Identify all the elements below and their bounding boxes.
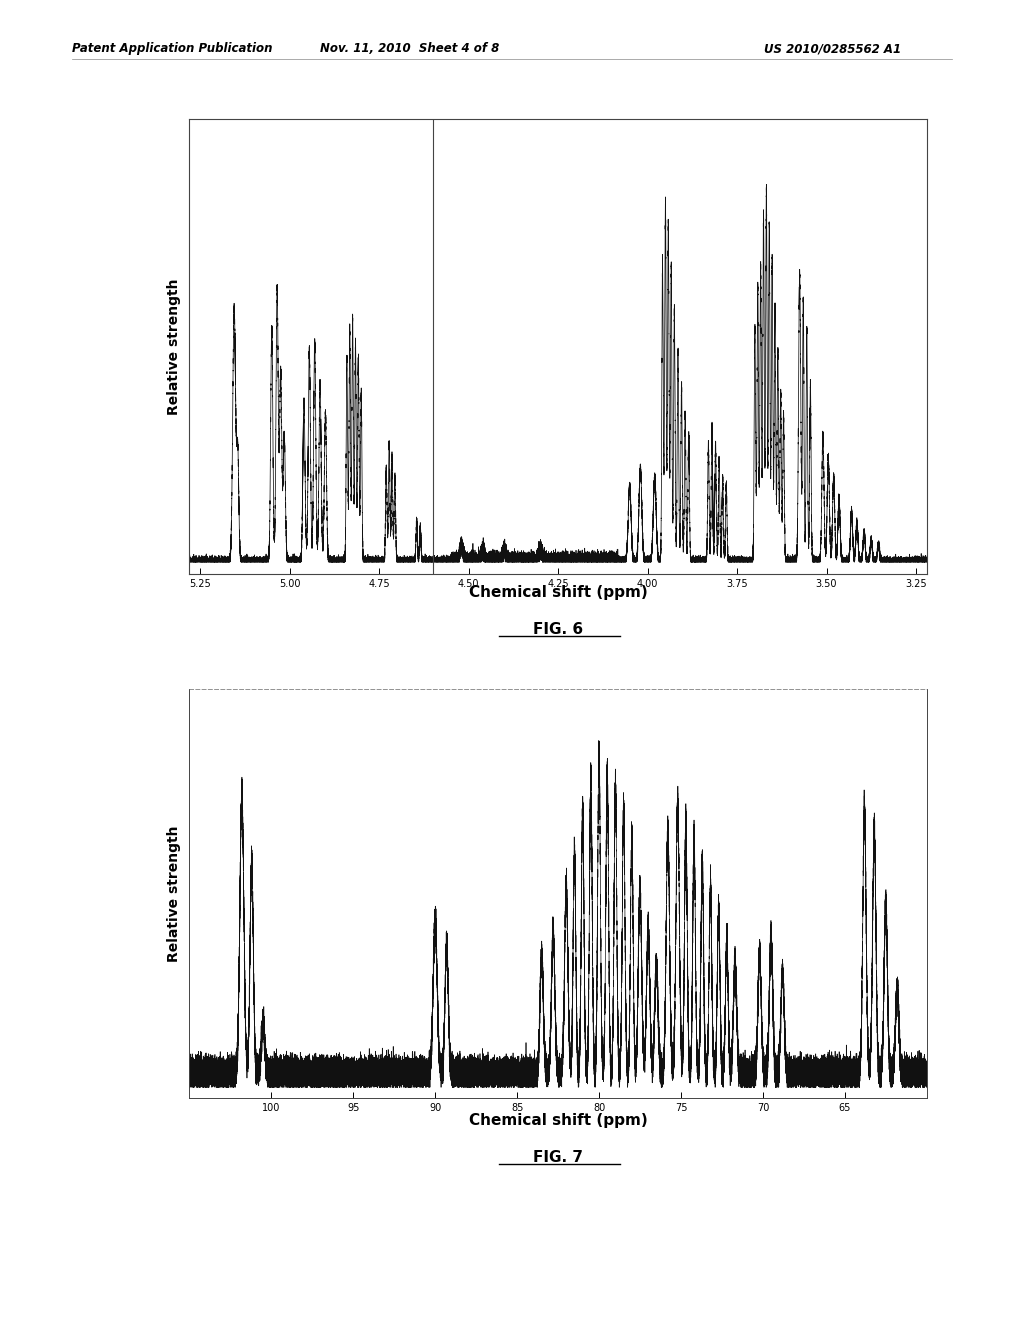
Text: FIG. 7: FIG. 7	[534, 1150, 583, 1164]
Text: Nov. 11, 2010  Sheet 4 of 8: Nov. 11, 2010 Sheet 4 of 8	[319, 42, 500, 55]
Text: Chemical shift (ppm): Chemical shift (ppm)	[469, 585, 647, 599]
Y-axis label: Relative strength: Relative strength	[167, 279, 181, 414]
Text: FIG. 6: FIG. 6	[534, 622, 583, 636]
Text: Chemical shift (ppm): Chemical shift (ppm)	[469, 1113, 647, 1127]
Y-axis label: Relative strength: Relative strength	[167, 825, 181, 962]
Text: US 2010/0285562 A1: US 2010/0285562 A1	[764, 42, 901, 55]
Text: Patent Application Publication: Patent Application Publication	[72, 42, 272, 55]
